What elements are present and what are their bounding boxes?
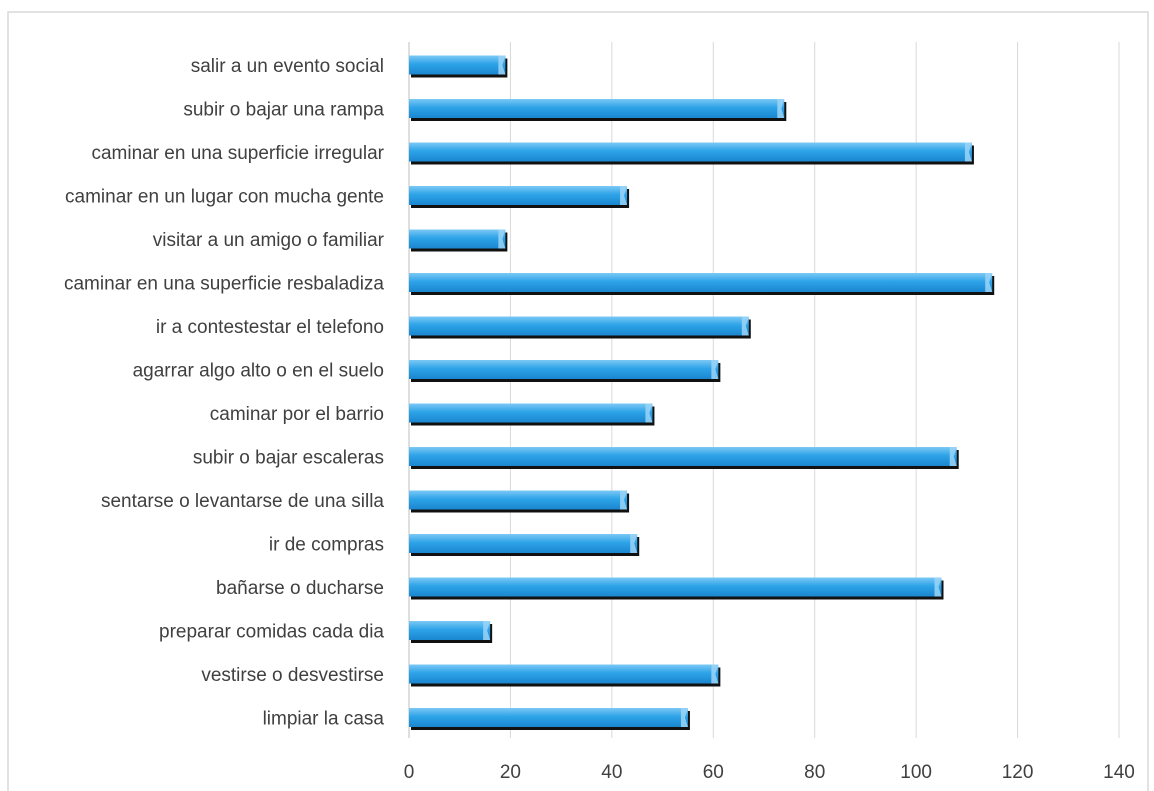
bar	[409, 273, 993, 292]
x-tick-label: 0	[404, 762, 415, 783]
bar-end-cap	[620, 186, 628, 205]
bar-end-cap	[741, 316, 749, 336]
bar	[409, 55, 506, 75]
category-label: bañarse o ducharse	[216, 578, 384, 599]
bar	[409, 142, 972, 162]
bar-end-cap	[630, 534, 638, 553]
bar	[409, 99, 785, 118]
x-axis-ticks: 0 20 40 60 80 100 120 140	[404, 762, 1135, 783]
x-tick-label: 100	[900, 762, 932, 783]
bar	[409, 186, 628, 205]
category-label: limpiar la casa	[263, 709, 385, 730]
bars	[409, 55, 995, 730]
x-tick-label: 20	[500, 762, 521, 783]
bar	[409, 621, 491, 640]
x-tick-label: 40	[601, 762, 622, 783]
category-label: caminar en un lugar con mucha gente	[65, 187, 384, 208]
x-tick-label: 60	[703, 762, 724, 783]
category-label: sentarse o levantarse de una silla	[101, 491, 384, 512]
chart-frame	[7, 11, 1149, 791]
bar	[409, 316, 749, 336]
category-label: agarrar algo alto o en el suelo	[133, 361, 384, 382]
bar-end-cap	[964, 142, 972, 162]
bar	[409, 534, 638, 553]
bar-end-cap	[498, 229, 506, 249]
bar-end-cap	[777, 99, 785, 118]
x-tick-label: 140	[1103, 762, 1135, 783]
bar-end-cap	[645, 403, 653, 423]
category-label: visitar a un amigo o familiar	[153, 230, 385, 251]
bar	[409, 447, 957, 466]
category-label: subir o bajar una rampa	[183, 100, 384, 121]
bar-end-cap	[934, 577, 942, 597]
bar-end-cap	[985, 273, 993, 292]
category-label: caminar en una superficie irregular	[91, 143, 384, 164]
bar	[409, 664, 719, 684]
bar	[409, 577, 942, 597]
bar-end-cap	[620, 490, 628, 510]
bar-end-cap	[949, 447, 957, 466]
category-label: salir a un evento social	[191, 56, 384, 77]
bar	[409, 708, 688, 727]
bar	[409, 490, 628, 510]
bar-end-cap	[711, 664, 719, 684]
category-label: preparar comidas cada dia	[159, 622, 384, 643]
category-label: ir de compras	[269, 535, 384, 556]
category-label: ir a contestestar el telefono	[156, 317, 384, 338]
bar-end-cap	[680, 708, 688, 727]
bar-end-cap	[498, 55, 506, 75]
bar-end-cap	[711, 360, 719, 379]
bar-end-cap	[483, 621, 491, 640]
category-label: subir o bajar escaleras	[193, 448, 384, 469]
bar	[409, 403, 653, 423]
bar	[409, 229, 506, 249]
category-label: caminar en una superficie resbaladiza	[64, 274, 384, 295]
bar	[409, 360, 719, 379]
x-tick-label: 80	[804, 762, 825, 783]
category-label: caminar por el barrio	[210, 404, 384, 425]
category-labels: salir a un evento social subir o bajar un…	[64, 56, 385, 730]
category-label: vestirse o desvestirse	[201, 665, 384, 686]
x-tick-label: 120	[1002, 762, 1034, 783]
